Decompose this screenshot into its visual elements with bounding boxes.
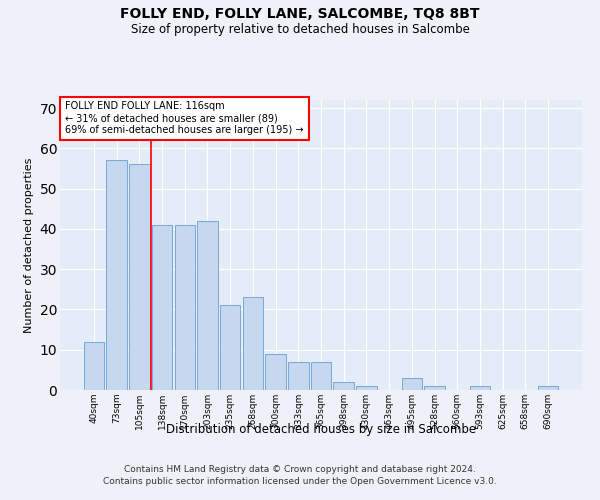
Bar bbox=[311, 362, 331, 390]
Bar bbox=[220, 306, 241, 390]
Bar bbox=[175, 225, 195, 390]
Bar bbox=[152, 225, 172, 390]
Bar bbox=[84, 342, 104, 390]
Text: FOLLY END, FOLLY LANE, SALCOMBE, TQ8 8BT: FOLLY END, FOLLY LANE, SALCOMBE, TQ8 8BT bbox=[120, 8, 480, 22]
Bar bbox=[265, 354, 286, 390]
Bar bbox=[424, 386, 445, 390]
Text: Distribution of detached houses by size in Salcombe: Distribution of detached houses by size … bbox=[166, 422, 476, 436]
Bar bbox=[288, 362, 308, 390]
Bar bbox=[197, 221, 218, 390]
Bar bbox=[470, 386, 490, 390]
Bar bbox=[334, 382, 354, 390]
Bar bbox=[106, 160, 127, 390]
Text: Size of property relative to detached houses in Salcombe: Size of property relative to detached ho… bbox=[131, 22, 469, 36]
Text: Contains public sector information licensed under the Open Government Licence v3: Contains public sector information licen… bbox=[103, 478, 497, 486]
Bar bbox=[129, 164, 149, 390]
Bar bbox=[538, 386, 558, 390]
Bar bbox=[401, 378, 422, 390]
Bar bbox=[356, 386, 377, 390]
Text: FOLLY END FOLLY LANE: 116sqm
← 31% of detached houses are smaller (89)
69% of se: FOLLY END FOLLY LANE: 116sqm ← 31% of de… bbox=[65, 102, 304, 134]
Text: Contains HM Land Registry data © Crown copyright and database right 2024.: Contains HM Land Registry data © Crown c… bbox=[124, 465, 476, 474]
Bar bbox=[242, 298, 263, 390]
Y-axis label: Number of detached properties: Number of detached properties bbox=[24, 158, 34, 332]
